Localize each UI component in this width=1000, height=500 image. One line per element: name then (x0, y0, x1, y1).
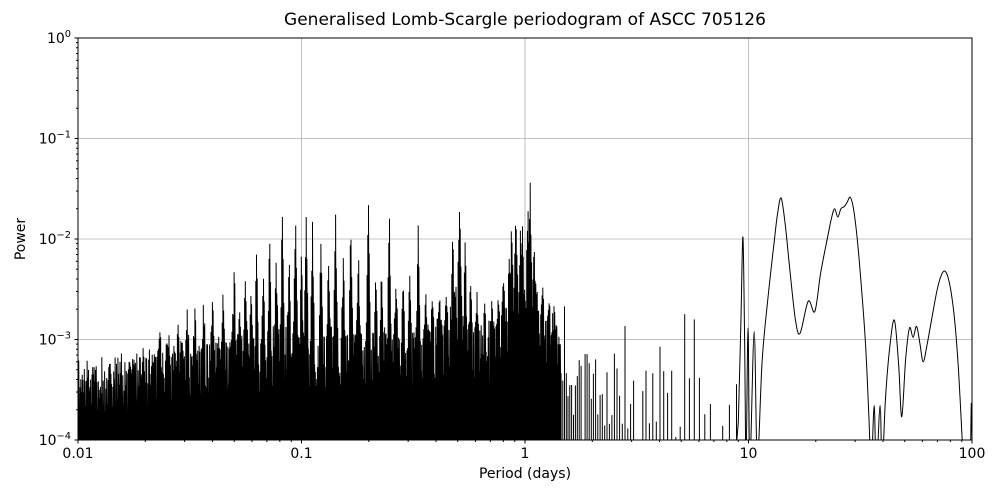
x-tick-labels: 0.01 0.1 1 10 100 (62, 446, 985, 462)
x-tick-label: 0.1 (290, 446, 312, 462)
y-tick-labels: 100 10−1 10−2 10−3 10−4 (39, 29, 71, 449)
y-tick-label: 10−3 (39, 331, 71, 349)
x-tick-label: 10 (740, 446, 758, 462)
tick-marks (74, 37, 973, 444)
y-tick-label: 100 (47, 29, 71, 47)
chart-title: Generalised Lomb-Scargle periodogram of … (284, 10, 766, 30)
y-tick-label: 10−1 (39, 130, 71, 148)
x-tick-label: 1 (521, 446, 530, 462)
y-tick-label: 10−2 (39, 230, 71, 248)
x-axis-label: Period (days) (478, 466, 572, 482)
periodogram-line (78, 182, 972, 440)
y-axis-label: Power (13, 217, 29, 261)
y-tick-label: 10−4 (39, 431, 71, 449)
x-tick-label: 100 (959, 446, 986, 462)
x-tick-label: 0.01 (62, 446, 93, 462)
periodogram-series (78, 182, 972, 440)
